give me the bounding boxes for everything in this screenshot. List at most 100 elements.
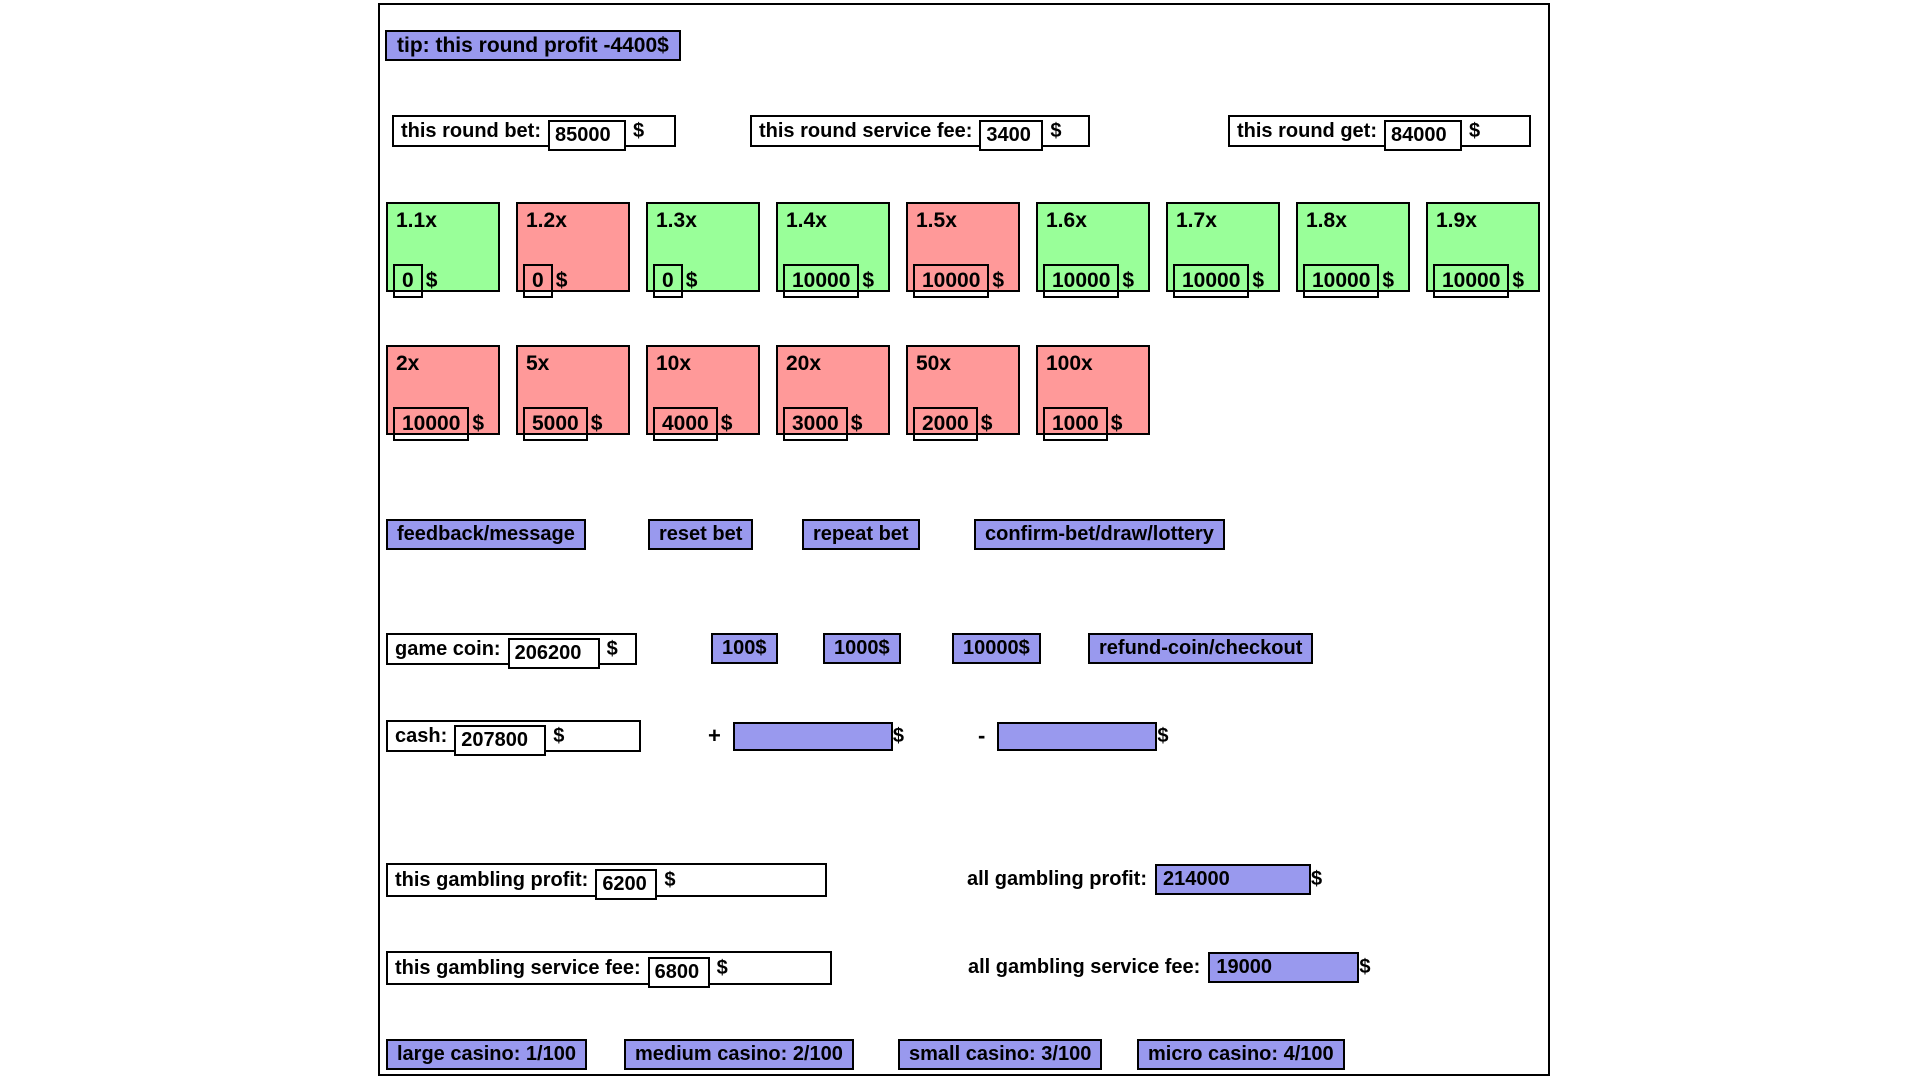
tile-multiplier-label: 1.6x <box>1046 209 1087 232</box>
this-gambling-service-fee-box: this gambling service fee: 6800 $ <box>386 951 832 988</box>
currency-label: $ <box>992 269 1005 292</box>
bet-tile-1-5x[interactable]: 1.5x 10000 $ <box>906 202 1020 298</box>
tile-bet-amount-input[interactable]: 10000 <box>913 264 990 298</box>
all-gambling-profit-group: all gambling profit: 214000 $ <box>967 864 1322 895</box>
bet-tile-1-3x[interactable]: 1.3x 0 $ <box>646 202 760 298</box>
tile-bet-amount-input[interactable]: 0 <box>523 264 553 298</box>
tile-bet-amount-input[interactable]: 2000 <box>913 407 978 441</box>
game-panel: tip: this round profit -4400$ this round… <box>378 3 1550 1076</box>
cash-value: 207800 <box>454 724 547 756</box>
casino-small-button[interactable]: small casino: 3/100 <box>898 1039 1103 1070</box>
bet-tile-1-2x[interactable]: 1.2x 0 $ <box>516 202 630 298</box>
all-gambling-service-fee-group: all gambling service fee: 19000 $ <box>968 952 1370 983</box>
tile-multiplier-label: 1.8x <box>1306 209 1347 232</box>
currency-label: $ <box>632 119 645 142</box>
round-service-fee-box: this round service fee: 3400 $ <box>750 115 1090 151</box>
bet-tile-1-9x[interactable]: 1.9x 10000 $ <box>1426 202 1540 298</box>
feedback-message-button[interactable]: feedback/message <box>386 519 586 550</box>
currency-label: $ <box>1050 119 1062 142</box>
add-1000-button[interactable]: 1000$ <box>823 633 901 664</box>
game-coin-label: game coin: <box>395 637 501 660</box>
all-gambling-service-fee-value: 19000 <box>1208 952 1360 983</box>
currency-label: $ <box>590 412 603 435</box>
deposit-sign: + <box>708 723 721 748</box>
tile-multiplier-label: 1.5x <box>916 209 957 232</box>
currency-label: $ <box>606 637 618 660</box>
bet-tile-1-6x[interactable]: 1.6x 10000 $ <box>1036 202 1150 298</box>
this-gambling-profit-value: 6200 <box>595 868 658 900</box>
tile-bet-amount-input[interactable]: 10000 <box>783 264 860 298</box>
repeat-bet-button[interactable]: repeat bet <box>802 519 920 550</box>
bet-tile-1-4x[interactable]: 1.4x 10000 $ <box>776 202 890 298</box>
bet-tile-2x[interactable]: 2x 10000 $ <box>386 345 500 441</box>
currency-label: $ <box>553 724 565 747</box>
bet-tile-1-7x[interactable]: 1.7x 10000 $ <box>1166 202 1280 298</box>
currency-label: $ <box>555 269 568 292</box>
currency-label: $ <box>850 412 863 435</box>
bet-tile-5x[interactable]: 5x 5000 $ <box>516 345 630 441</box>
this-gambling-profit-box: this gambling profit: 6200 $ <box>386 863 827 900</box>
tile-bet-amount-input[interactable]: 4000 <box>653 407 718 441</box>
tile-bet-amount-input[interactable]: 10000 <box>393 407 470 441</box>
casino-large-button[interactable]: large casino: 1/100 <box>386 1039 587 1070</box>
round-get-value: 84000 <box>1383 119 1462 151</box>
tile-bet-amount-input[interactable]: 10000 <box>1043 264 1120 298</box>
tile-multiplier-label: 1.3x <box>656 209 697 232</box>
refund-checkout-button[interactable]: refund-coin/checkout <box>1088 633 1314 664</box>
game-coin-value: 206200 <box>507 637 600 669</box>
casino-micro-button[interactable]: micro casino: 4/100 <box>1137 1039 1345 1070</box>
tile-multiplier-label: 20x <box>786 352 822 375</box>
all-gambling-profit-label: all gambling profit: <box>967 868 1147 890</box>
casino-medium-button[interactable]: medium casino: 2/100 <box>624 1039 854 1070</box>
reset-bet-button[interactable]: reset bet <box>648 519 754 550</box>
round-bet-box: this round bet: 85000 $ <box>392 115 676 151</box>
tile-bet-amount-input[interactable]: 3000 <box>783 407 848 441</box>
round-service-fee-value: 3400 <box>979 119 1044 151</box>
tile-bet-amount-input[interactable]: 0 <box>653 264 683 298</box>
cash-box: cash: 207800 $ <box>386 720 641 756</box>
tile-multiplier-label: 5x <box>526 352 550 375</box>
tile-multiplier-label: 10x <box>656 352 692 375</box>
currency-label: $ <box>716 956 728 979</box>
tile-bet-amount-input[interactable]: 1000 <box>1043 407 1108 441</box>
currency-label: $ <box>685 269 698 292</box>
currency-label: $ <box>1468 119 1481 142</box>
currency-label: $ <box>720 412 733 435</box>
confirm-bet-button[interactable]: confirm-bet/draw/lottery <box>974 519 1225 550</box>
tile-multiplier-label: 2x <box>396 352 420 375</box>
this-gambling-service-fee-value: 6800 <box>647 956 710 988</box>
withdraw-amount-input[interactable] <box>997 721 1158 751</box>
currency-label: $ <box>1122 269 1135 292</box>
bet-tile-100x[interactable]: 100x 1000 $ <box>1036 345 1150 441</box>
add-100-button[interactable]: 100$ <box>711 633 778 664</box>
currency-label: $ <box>1311 868 1323 890</box>
tile-bet-amount-input[interactable]: 0 <box>393 264 423 298</box>
bet-tile-1-8x[interactable]: 1.8x 10000 $ <box>1296 202 1410 298</box>
this-gambling-profit-label: this gambling profit: <box>395 868 589 891</box>
currency-label: $ <box>1512 269 1525 292</box>
bet-tile-1-1x[interactable]: 1.1x 0 $ <box>386 202 500 298</box>
withdraw-sign: - <box>978 723 986 748</box>
tile-multiplier-label: 100x <box>1046 352 1093 375</box>
tile-bet-amount-input[interactable]: 10000 <box>1433 264 1510 298</box>
deposit-amount-input[interactable] <box>732 721 893 751</box>
bet-tile-20x[interactable]: 20x 3000 $ <box>776 345 890 441</box>
bet-tile-50x[interactable]: 50x 2000 $ <box>906 345 1020 441</box>
tile-bet-amount-input[interactable]: 10000 <box>1303 264 1380 298</box>
this-gambling-service-fee-label: this gambling service fee: <box>395 956 641 979</box>
add-10000-button[interactable]: 10000$ <box>952 633 1041 664</box>
currency-label: $ <box>1252 269 1265 292</box>
bet-tile-10x[interactable]: 10x 4000 $ <box>646 345 760 441</box>
withdraw-group: - $ <box>978 720 1168 752</box>
round-get-label: this round get: <box>1237 119 1377 142</box>
all-gambling-service-fee-label: all gambling service fee: <box>968 956 1201 978</box>
tile-multiplier-label: 1.1x <box>396 209 437 232</box>
tile-multiplier-label: 1.2x <box>526 209 567 232</box>
currency-label: $ <box>1382 269 1395 292</box>
game-coin-box: game coin: 206200 $ <box>386 633 637 669</box>
tile-multiplier-label: 1.4x <box>786 209 827 232</box>
tile-bet-amount-input[interactable]: 10000 <box>1173 264 1250 298</box>
tile-bet-amount-input[interactable]: 5000 <box>523 407 588 441</box>
cash-label: cash: <box>395 724 448 747</box>
